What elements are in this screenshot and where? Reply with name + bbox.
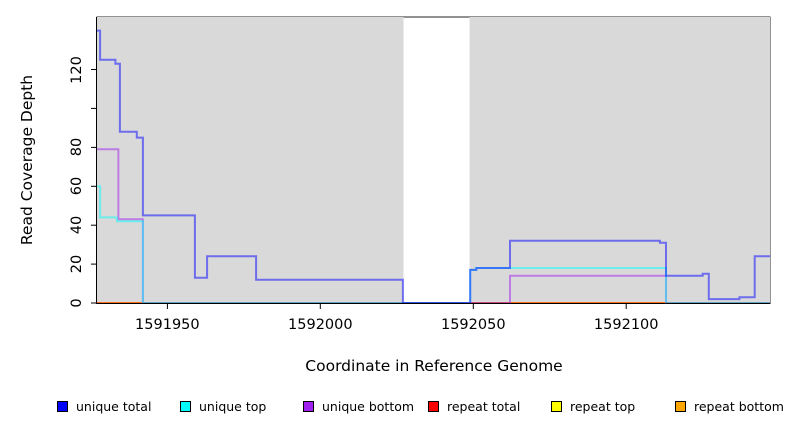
y-tick-label: 20 — [69, 254, 85, 274]
legend-item-repeat-total: repeat total — [428, 399, 520, 414]
x-tick-label: 1592100 — [593, 317, 659, 333]
legend-label: repeat total — [447, 399, 521, 414]
legend-label: unique top — [199, 399, 267, 414]
legend-swatch-icon — [303, 401, 314, 412]
legend-label: repeat bottom — [694, 399, 784, 414]
legend-swatch-icon — [675, 401, 686, 412]
legend-swatch-icon — [57, 401, 68, 412]
legend-label: unique total — [76, 399, 152, 414]
y-tick-label: 80 — [69, 138, 85, 157]
shaded-region — [469, 17, 770, 303]
y-tick-label: 40 — [69, 215, 85, 235]
y-axis-title: Read Coverage Depth — [18, 74, 36, 246]
legend-item-unique-bottom: unique bottom — [303, 399, 414, 414]
x-tick-label: 1591950 — [135, 317, 200, 333]
x-tick-label: 1592000 — [288, 317, 353, 333]
x-tick-label: 1592050 — [440, 317, 506, 333]
y-tick-label: 0 — [69, 298, 85, 308]
legend-label: unique bottom — [322, 399, 415, 414]
legend-item-repeat-top: repeat top — [551, 399, 635, 414]
y-tick-label: 120 — [69, 55, 85, 84]
legend-item-unique-top: unique top — [180, 399, 266, 414]
legend-item-repeat-bottom: repeat bottom — [675, 399, 784, 414]
legend-label: repeat top — [570, 399, 636, 414]
legend-item-unique-total: unique total — [57, 399, 151, 414]
legend-swatch-icon — [180, 401, 191, 412]
legend-swatch-icon — [551, 401, 562, 412]
x-axis-title: Coordinate in Reference Genome — [305, 357, 563, 375]
legend-swatch-icon — [428, 401, 439, 412]
y-tick-label: 60 — [69, 177, 85, 196]
